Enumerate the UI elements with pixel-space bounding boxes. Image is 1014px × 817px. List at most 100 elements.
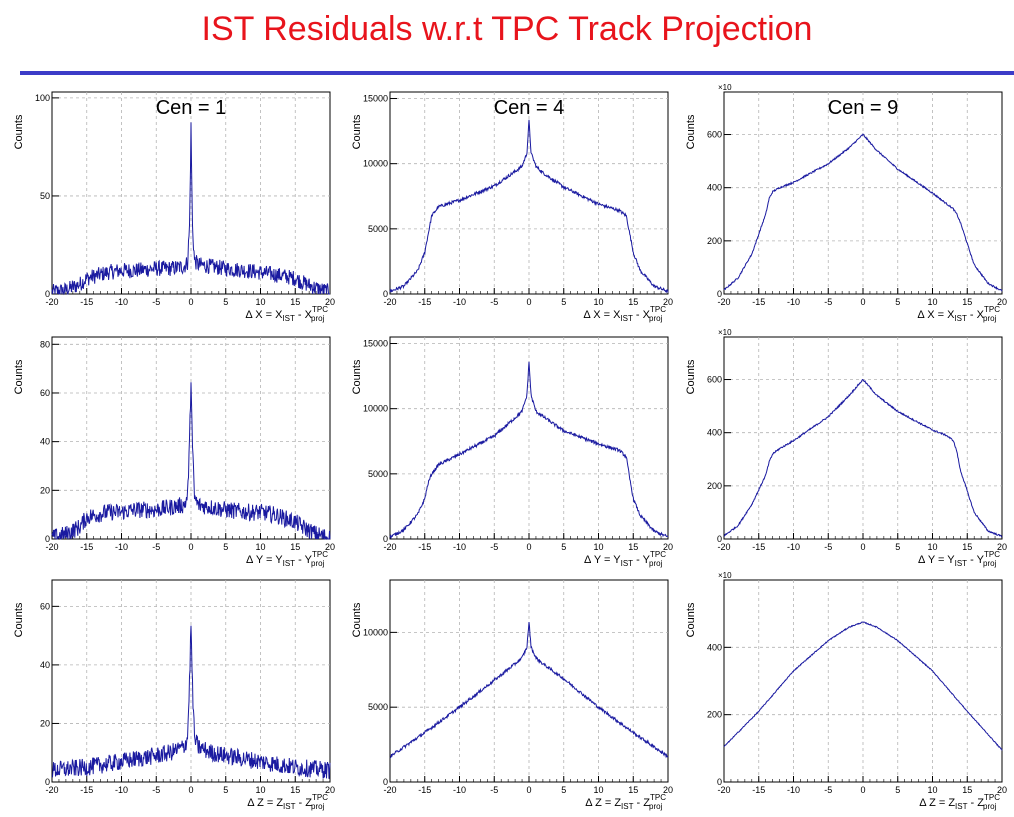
y-tick-label: 200 (707, 481, 722, 491)
residual-series-line (51, 122, 330, 296)
x-tick-label: -15 (80, 297, 93, 307)
x-tick-label: 5 (561, 785, 566, 795)
y-tick-label: 5000 (368, 224, 388, 234)
y-tick-label: 0 (717, 534, 722, 544)
x-tick-label: -15 (80, 785, 93, 795)
x-tick-label: 15 (290, 542, 300, 552)
x-tick-label: -5 (490, 297, 498, 307)
x-tick-label: -5 (152, 542, 160, 552)
x-tick-label: 20 (997, 542, 1007, 552)
y-tick-label: 0 (45, 534, 50, 544)
x-tick-label: 10 (255, 297, 265, 307)
x-tick-label: 10 (927, 785, 937, 795)
x-tick-label: 0 (526, 542, 531, 552)
x-tick-label: 5 (895, 297, 900, 307)
y-tick-label: 20 (40, 718, 50, 728)
y-tick-label: 200 (707, 236, 722, 246)
x-tick-label: -20 (383, 785, 396, 795)
y-tick-label: 40 (40, 660, 50, 670)
x-tick-label: -5 (824, 542, 832, 552)
y-axis-label: Counts (13, 602, 25, 637)
x-tick-label: -20 (383, 297, 396, 307)
x-tick-label: 20 (325, 785, 335, 795)
x-tick-label: 10 (593, 542, 603, 552)
chart-r1c2: -20 -15 -10 -5 0 5 10 15 20 0 5000 10000 15000Counts… (351, 91, 673, 323)
y-tick-label: 600 (707, 375, 722, 385)
x-tick-label: -15 (418, 297, 431, 307)
x-tick-label: 20 (663, 542, 673, 552)
x-tick-label: 15 (962, 297, 972, 307)
x-tick-label: 10 (927, 297, 937, 307)
y-tick-label: 50 (40, 191, 50, 201)
x-axis-label: Δ X = XIST - XTPC proj (917, 305, 1000, 323)
y-tick-label: 10000 (363, 159, 388, 169)
y-axis-label: Counts (351, 359, 363, 394)
x-tick-label: 10 (593, 297, 603, 307)
x-tick-label: 15 (962, 785, 972, 795)
residual-series-line (723, 379, 1003, 538)
x-tick-label: 15 (628, 297, 638, 307)
x-axis-label: Δ Y = YIST - YTPC proj (584, 550, 666, 568)
x-tick-label: 5 (223, 542, 228, 552)
chart-r2c2: -20 -15 -10 -5 0 5 10 15 20 0 5000 10000 15000Counts… (351, 336, 673, 568)
y-tick-label: 0 (45, 777, 50, 787)
x-tick-label: -15 (80, 542, 93, 552)
centrality-label: Cen = 1 (156, 97, 227, 119)
y-tick-label: 60 (40, 388, 50, 398)
x-tick-label: 5 (895, 785, 900, 795)
x-tick-label: 5 (561, 542, 566, 552)
y-tick-label: 10000 (363, 627, 388, 637)
x-tick-label: 0 (188, 785, 193, 795)
x-tick-label: 0 (526, 785, 531, 795)
chart-r2c1: -20 -15 -10 -5 0 5 10 15 20 0 20 40 60 80 Counts Δ Y = … (13, 336, 335, 568)
x-tick-label: -5 (824, 785, 832, 795)
x-tick-label: -20 (717, 542, 730, 552)
x-tick-label: -5 (490, 542, 498, 552)
y-tick-label: 5000 (368, 702, 388, 712)
x-tick-label: 10 (593, 785, 603, 795)
y-tick-label: 600 (707, 130, 722, 140)
x-tick-label: -15 (752, 297, 765, 307)
y-tick-label: 10000 (363, 404, 388, 414)
y-tick-label: 100 (35, 93, 50, 103)
y-axis-label: Counts (13, 359, 25, 394)
y-tick-label: 400 (707, 183, 722, 193)
x-tick-label: 15 (290, 297, 300, 307)
x-tick-label: -5 (490, 785, 498, 795)
x-tick-label: 15 (962, 542, 972, 552)
x-tick-label: -15 (418, 785, 431, 795)
x-axis-label: Δ Z = ZIST - ZTPC proj (919, 793, 1000, 811)
x-tick-label: 0 (860, 542, 865, 552)
centrality-label: Cen = 4 (494, 97, 565, 119)
residual-series-line (51, 382, 331, 540)
y-tick-label: 0 (717, 289, 722, 299)
y-axis-label: Counts (351, 602, 363, 637)
x-axis-label: Δ Z = ZIST - ZTPC proj (247, 793, 328, 811)
chart-r3c1: -20 -15 -10 -5 0 5 10 15 20 0 20 40 60 Counts Δ Z = ZI… (13, 579, 335, 811)
residual-series-line (389, 361, 669, 540)
x-tick-label: 0 (860, 297, 865, 307)
x-tick-label: -20 (45, 542, 58, 552)
x-tick-label: -10 (115, 785, 128, 795)
y-tick-label: 0 (383, 289, 388, 299)
y-axis-label: Counts (685, 359, 697, 394)
slide-title: IST Residuals w.r.t TPC Track Projection (201, 10, 813, 48)
residual-series-line (389, 119, 669, 294)
x-tick-label: 20 (997, 297, 1007, 307)
y-tick-label: 40 (40, 437, 50, 447)
x-tick-label: 20 (325, 297, 335, 307)
x-tick-label: 15 (628, 785, 638, 795)
y-axis-label: Counts (685, 114, 697, 149)
centrality-label: Cen = 9 (828, 97, 899, 119)
x-tick-label: -20 (717, 785, 730, 795)
x-tick-label: -20 (717, 297, 730, 307)
x-tick-label: -10 (787, 785, 800, 795)
y-tick-label: 400 (707, 428, 722, 438)
x-tick-label: 20 (325, 542, 335, 552)
x-tick-label: 0 (860, 785, 865, 795)
residual-series-line (389, 621, 669, 759)
y-tick-label: 60 (40, 601, 50, 611)
x-tick-label: 20 (997, 785, 1007, 795)
